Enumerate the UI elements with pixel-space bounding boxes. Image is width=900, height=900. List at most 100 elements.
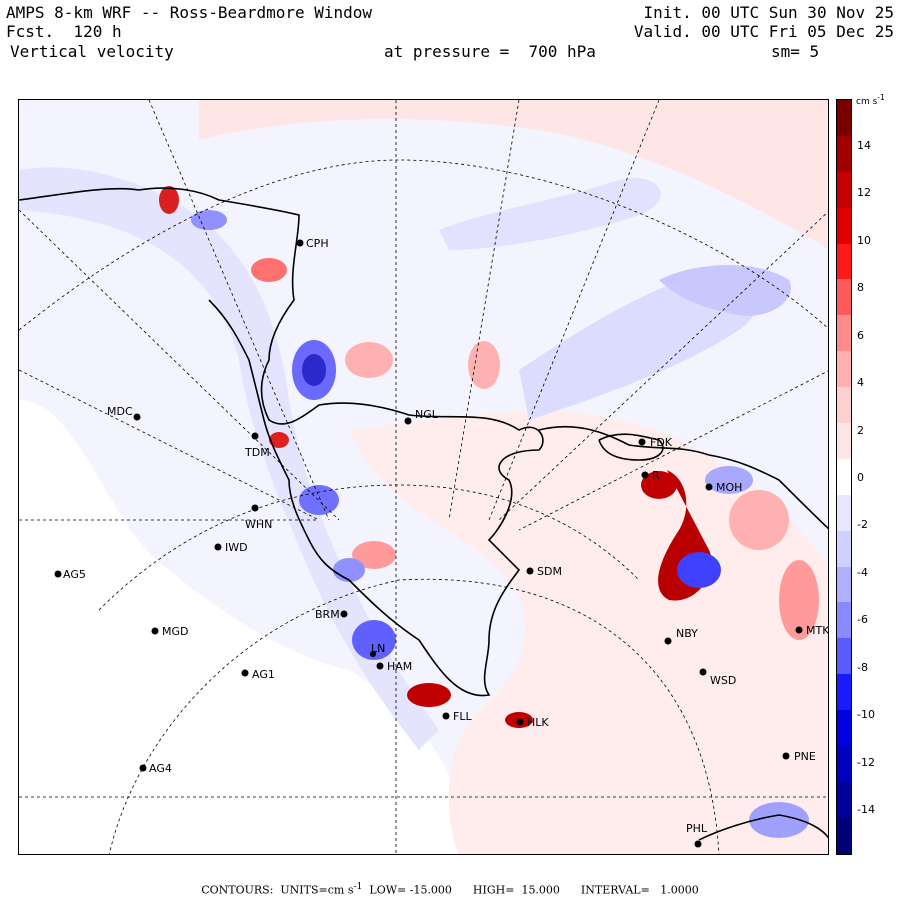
svg-text:WHN: WHN (245, 518, 272, 531)
colorbar-segment (837, 423, 851, 459)
colorbar-segment (837, 458, 851, 495)
colorbar-tick-label: 12 (857, 186, 871, 200)
colorbar (836, 99, 852, 855)
station-ag4: AG4 (139, 762, 172, 775)
colorbar-tick-label: -8 (857, 660, 868, 674)
svg-text:HLK: HLK (527, 716, 549, 729)
colorbar-segment (837, 674, 851, 711)
colorbar-tick-label: -6 (857, 613, 868, 627)
colorbar-segment (837, 279, 851, 316)
station-ngl: NGL (404, 408, 439, 425)
station-mgd: MGD (151, 625, 189, 638)
colorbar-segment (837, 566, 851, 603)
negative-band-north (439, 178, 661, 250)
station-moh: MOH (705, 481, 742, 494)
station-cph: CPH (296, 237, 329, 250)
svg-text:WSD: WSD (710, 674, 736, 687)
negative-strip-tam (19, 167, 439, 751)
graticule (19, 100, 828, 854)
field-name: Vertical velocity (10, 42, 174, 61)
colorbar-units: cm s-1 (856, 93, 885, 107)
svg-text:SDM: SDM (537, 565, 562, 578)
valid-time: Valid. 00 UTC Fri 05 Dec 25 (633, 22, 894, 41)
svg-text:BRM: BRM (315, 608, 340, 621)
station-mdc: MDC (107, 405, 141, 421)
downdraft-core-2 (299, 485, 339, 515)
svg-text:AG4: AG4 (149, 762, 172, 775)
updraft-patch-3 (352, 541, 396, 569)
colorbar-segment (837, 530, 851, 567)
colorbar-tick-label: 10 (857, 233, 871, 247)
svg-text:HAM: HAM (387, 660, 412, 673)
contour-info: CONTOURS: UNITS=cm s-1 LOW= -15.000 HIGH… (201, 881, 699, 897)
colorbar-tick-label: 0 (857, 471, 864, 484)
colorbar-segment (837, 817, 851, 854)
colorbar-tick-label: -4 (857, 565, 868, 579)
positive-field-north (199, 100, 828, 249)
svg-text:MTK: MTK (806, 624, 829, 637)
colorbar-segment (837, 638, 851, 675)
colorbar-segment (837, 781, 851, 818)
svg-text:MDC: MDC (107, 405, 133, 418)
colorbar-segment (837, 710, 851, 747)
colorbar-tick-label: -14 (857, 803, 875, 816)
colorbar-tick-label: 6 (857, 328, 864, 342)
svg-text:NBY: NBY (676, 627, 698, 640)
updraft-patch-1 (345, 342, 393, 378)
station-hlk: HLK (516, 716, 549, 729)
pressure-level: at pressure = 700 hPa (384, 42, 596, 61)
station-wsd: WSD (699, 668, 736, 687)
vertical-velocity-map: CPH MDC TDM NGL FDK MOH (18, 99, 829, 855)
svg-text:LN: LN (371, 642, 385, 655)
station-ham: HAM (376, 660, 412, 673)
svg-text:TDM: TDM (244, 446, 270, 459)
colorbar-segment (837, 351, 851, 388)
station-tdm: TDM (244, 432, 270, 459)
positive-field-shelf (349, 411, 828, 854)
station-brm: BRM (315, 608, 348, 621)
updraft-patch-2 (251, 258, 287, 282)
station-pne: PNE (782, 750, 816, 763)
colorbar-tick-label: 8 (857, 281, 864, 295)
colorbar-tick-label: 4 (857, 376, 864, 390)
updraft-core-1 (407, 683, 451, 707)
colorbar-tick-label: 14 (857, 139, 871, 152)
svg-text:MOH: MOH (716, 481, 742, 494)
svg-text:NGL: NGL (415, 408, 439, 421)
station-ag5: AG5 (54, 568, 86, 581)
station-nby: NBY (664, 627, 698, 645)
map-canvas: CPH MDC TDM NGL FDK MOH (19, 100, 829, 854)
svg-text:IWD: IWD (225, 541, 248, 554)
colorbar-segment (837, 746, 851, 782)
svg-text:CPH: CPH (306, 237, 329, 250)
forecast-hour: Fcst. 120 h (6, 22, 122, 41)
station-whn: WHN (245, 504, 272, 531)
svg-text:FDK: FDK (650, 436, 673, 449)
station-phl: PHL (686, 822, 708, 848)
colorbar-segment (837, 100, 851, 136)
svg-text:AG5: AG5 (63, 568, 86, 581)
svg-text:PHL: PHL (686, 822, 708, 835)
station-markers: CPH MDC TDM NGL FDK MOH (54, 237, 829, 848)
svg-text:MGD: MGD (162, 625, 189, 638)
init-time: Init. 00 UTC Sun 30 Nov 25 (643, 3, 894, 22)
smoothing-value: sm= 5 (771, 42, 820, 61)
downdraft-core-3 (352, 620, 396, 660)
svg-text:FLL: FLL (453, 710, 472, 723)
colorbar-tick-label: 2 (857, 423, 864, 437)
station-ag1: AG1 (241, 668, 275, 681)
station-r: R (641, 469, 660, 482)
station-sdm: SDM (526, 565, 562, 578)
colorbar-segment (837, 135, 851, 172)
svg-text:PNE: PNE (794, 750, 816, 763)
colorbar-segment (837, 315, 851, 352)
negative-band-northeast (519, 269, 761, 420)
colorbar-segment (837, 494, 851, 531)
colorbar-tick-label: -2 (857, 518, 868, 532)
no-data-region (19, 400, 459, 854)
colorbar-tick-label: -12 (857, 755, 875, 769)
colorbar-tick-label: -10 (857, 708, 875, 722)
downdraft-core-east (677, 552, 721, 588)
colorbar-segment (837, 171, 851, 208)
colorbar-segment (837, 602, 851, 639)
